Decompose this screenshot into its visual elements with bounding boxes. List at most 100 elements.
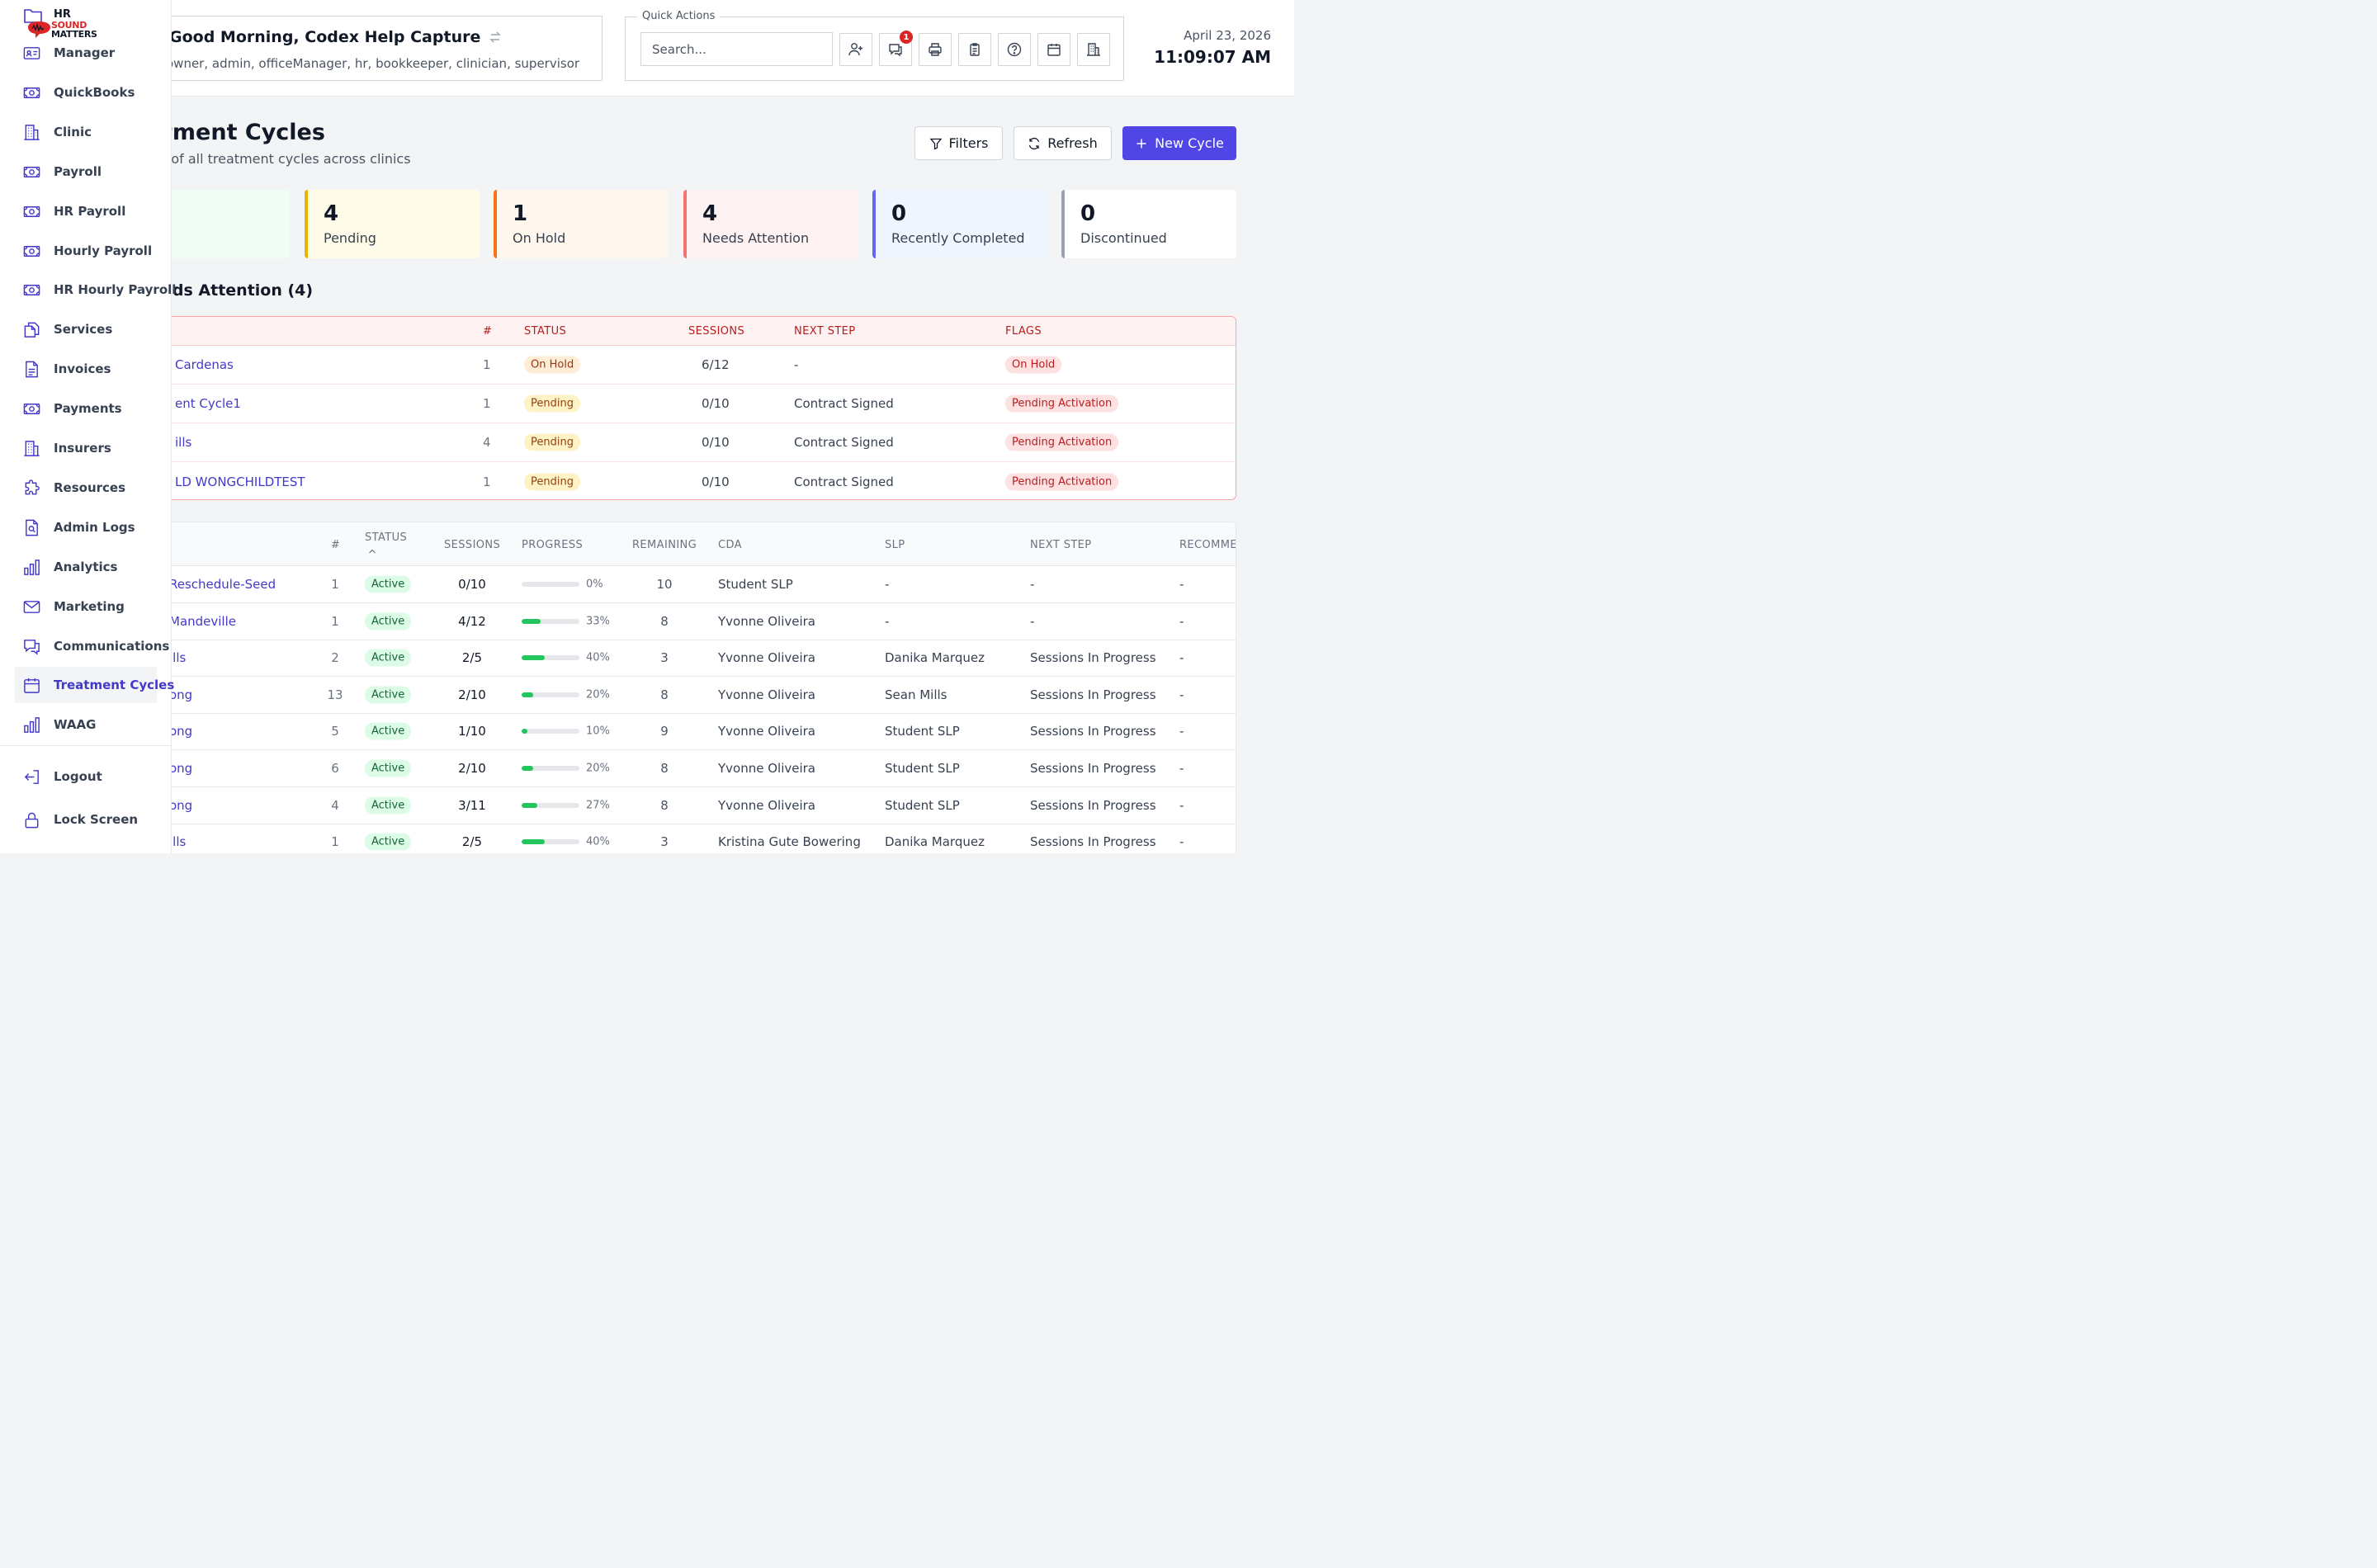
filters-button[interactable]: Filters (914, 126, 1003, 160)
sidebar-item-label: HR Hourly Payroll (54, 282, 177, 298)
table-row[interactable]: ong 4 Active 3/11 27% 8 Yvonne Oliveira Student… (125, 787, 1236, 824)
sidebar-item-clinic[interactable]: Clinic (15, 114, 157, 150)
status-badge: Pending (524, 433, 580, 451)
search-input[interactable] (640, 32, 833, 66)
sidebar-item-logout[interactable]: Logout (15, 758, 157, 795)
clinic-button[interactable] (1077, 33, 1110, 66)
current-date: April 23, 2026 (1184, 28, 1271, 43)
clipboard-button[interactable] (958, 33, 991, 66)
column-progress[interactable]: PROGRESS (522, 539, 584, 551)
sidebar-item-lock-screen[interactable]: Lock Screen (15, 801, 157, 838)
progress-percent: 40% (586, 835, 610, 848)
sessions-count: 4/12 (458, 613, 486, 629)
calendar-button[interactable] (1037, 33, 1070, 66)
column-remaining[interactable]: REMAINING (632, 539, 697, 551)
table-row[interactable]: ong 5 Active 1/10 10% 9 Yvonne Oliveira Student… (125, 713, 1236, 751)
stat-card-on-hold[interactable]: 1 On Hold (494, 190, 669, 258)
table-row[interactable]: Cardenas 1 On Hold 6/12 - On Hold (125, 346, 1236, 385)
sidebar-item-label: Lock Screen (54, 812, 139, 827)
status-badge: Active (365, 686, 412, 704)
table-row[interactable]: ent Cycle1 1 Pending 0/10 Contract Signed Pen… (125, 385, 1236, 423)
table-row[interactable]: LD WONGCHILDTEST 1 Pending 0/10 Contract Sig… (125, 462, 1236, 499)
cycle-number: 4 (331, 797, 339, 813)
sidebar-item-payments[interactable]: Payments (15, 390, 157, 427)
messages-button[interactable]: 1 (879, 31, 913, 66)
stat-card-needs-attention[interactable]: 4 Needs Attention (683, 190, 858, 258)
treatment-cycles-table: # STATUS SESSIONS PROGRESS REMAINING CDA… (124, 522, 1236, 853)
table-row[interactable]: Reschedule-Seed 1 Active 0/10 0% 10 Student SL… (125, 566, 1236, 603)
column-cda[interactable]: CDA (718, 539, 742, 551)
sidebar-item-hr-hourly-payroll[interactable]: HR Hourly Payroll (15, 272, 176, 308)
cycle-number: 2 (331, 650, 339, 666)
stat-label: Discontinued (1080, 230, 1167, 246)
status-badge: Pending (524, 394, 580, 413)
client-name-link[interactable]: ong (169, 761, 193, 776)
print-button[interactable] (919, 33, 952, 66)
sidebar-item-resources[interactable]: Resources (15, 470, 157, 506)
refresh-button[interactable]: Refresh (1014, 126, 1112, 160)
client-name-link[interactable]: ong (169, 724, 193, 739)
sidebar-item-marketing[interactable]: Marketing (15, 588, 157, 625)
filters-label: Filters (948, 135, 989, 151)
column-num[interactable]: # (331, 539, 341, 551)
sidebar-item-invoices[interactable]: Invoices (15, 351, 157, 387)
progress-percent: 20% (586, 688, 610, 701)
logo[interactable]: HR SOUND MATTERS (23, 7, 97, 41)
sidebar-item-label: Hourly Payroll (54, 243, 153, 258)
table-row[interactable]: ills 1 Active 2/5 40% 3 Kristina Gute Bowering… (125, 824, 1236, 853)
sidebar-item-treatment-cycles[interactable]: Treatment Cycles (15, 667, 174, 704)
sidebar-item-analytics[interactable]: Analytics (15, 549, 157, 585)
column-status[interactable]: STATUS (365, 531, 407, 554)
stat-card-pending[interactable]: 4 Pending (305, 190, 480, 258)
greeting-title: Good Morning, Codex Help Capture (169, 28, 502, 46)
sidebar-item-hr-payroll[interactable]: HR Payroll (15, 193, 157, 229)
client-name-link[interactable]: Reschedule-Seed (169, 577, 276, 592)
column-next-step[interactable]: NEXT STEP (1030, 539, 1092, 551)
progress-bar (522, 839, 579, 845)
column-recommend[interactable]: RECOMME (1179, 539, 1236, 551)
client-name-link[interactable]: ills (169, 650, 187, 666)
stat-card-discontinued[interactable]: 0 Discontinued (1061, 190, 1236, 258)
column-next-step[interactable]: NEXT STEP (794, 325, 856, 338)
new-cycle-button[interactable]: New Cycle (1122, 126, 1236, 160)
client-name-link[interactable]: ent Cycle1 (175, 396, 241, 411)
sidebar-item-manager[interactable]: Manager (15, 35, 157, 71)
table-row[interactable]: Mandeville 1 Active 4/12 33% 8 Yvonne Oliveira… (125, 603, 1236, 640)
sidebar-item-admin-logs[interactable]: Admin Logs (15, 509, 157, 545)
sidebar-item-quickbooks[interactable]: QuickBooks (15, 74, 157, 111)
table-row[interactable]: ills 2 Active 2/5 40% 3 Yvonne Oliveira Danika … (125, 640, 1236, 678)
client-name-link[interactable]: ills (175, 435, 192, 450)
table-row[interactable]: ills 4 Pending 0/10 Contract Signed Pending A… (125, 423, 1236, 462)
sidebar-item-insurers[interactable]: Insurers (15, 430, 157, 466)
help-button[interactable] (998, 33, 1031, 66)
column-sessions[interactable]: SESSIONS (688, 325, 745, 338)
client-name-link[interactable]: ong (169, 797, 193, 813)
column-slp[interactable]: SLP (885, 539, 905, 551)
progress-percent: 0% (586, 578, 603, 591)
column-sessions[interactable]: SESSIONS (444, 539, 501, 551)
chat-icon (22, 637, 41, 656)
sidebar-item-payroll[interactable]: Payroll (15, 153, 157, 190)
client-name-link[interactable]: ills (169, 834, 187, 850)
sidebar-item-communications[interactable]: Communications (15, 628, 169, 664)
swap-icon[interactable] (489, 31, 502, 44)
stat-card-recently-completed[interactable]: 0 Recently Completed (872, 190, 1047, 258)
client-name-link[interactable]: LD WONGCHILDTEST (175, 474, 305, 489)
column-flags[interactable]: FLAGS (1005, 325, 1042, 338)
column-status[interactable]: STATUS (524, 325, 567, 338)
sidebar-item-waag[interactable]: WAAG (15, 706, 157, 743)
sidebar-item-label: WAAG (54, 717, 97, 733)
sidebar-item-services[interactable]: Services (15, 311, 157, 347)
table-row[interactable]: ong 13 Active 2/10 20% 8 Yvonne Oliveira Sean M… (125, 677, 1236, 714)
add-user-button[interactable] (839, 33, 872, 66)
client-name-link[interactable]: Cardenas (175, 357, 234, 372)
cda-name: Yvonne Oliveira (718, 761, 816, 776)
progress-bar-fill (522, 802, 537, 808)
sidebar-item-label: Analytics (54, 559, 118, 574)
recommendation: - (1179, 761, 1184, 776)
sidebar-item-hourly-payroll[interactable]: Hourly Payroll (15, 233, 157, 269)
column-num[interactable]: # (483, 325, 493, 338)
table-row[interactable]: ong 6 Active 2/10 20% 8 Yvonne Oliveira Student… (125, 750, 1236, 787)
client-name-link[interactable]: Mandeville (169, 613, 236, 629)
client-name-link[interactable]: ong (169, 687, 193, 702)
